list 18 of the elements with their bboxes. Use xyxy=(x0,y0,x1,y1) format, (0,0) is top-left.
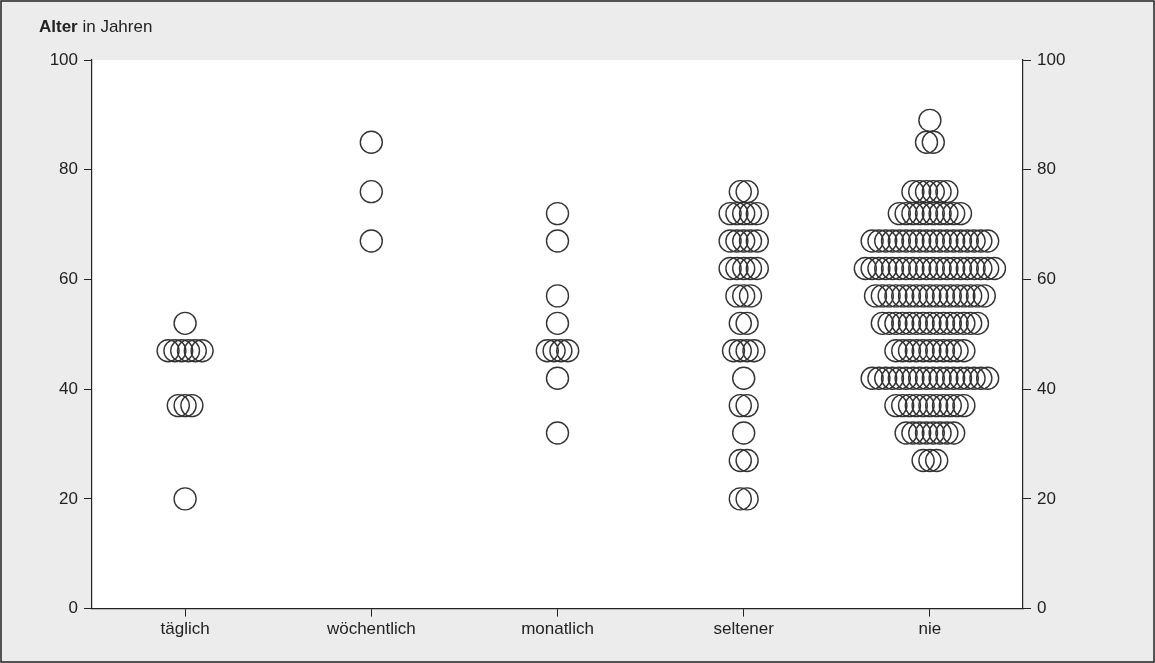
x-tick-label: monatlich xyxy=(521,619,594,639)
y-tick-label: 80 xyxy=(59,159,78,179)
x-tick-label: täglich xyxy=(160,619,210,639)
y2-tick-label: 100 xyxy=(1037,49,1066,69)
y-tick-label: 20 xyxy=(59,488,78,508)
y-tick-label: 40 xyxy=(59,378,78,398)
y-tick-label: 60 xyxy=(59,269,78,289)
y2-tick-label: 40 xyxy=(1037,378,1056,398)
y-axis-title: Alter in Jahren xyxy=(39,17,153,36)
y2-tick-label: 20 xyxy=(1037,488,1056,508)
y-tick-label: 0 xyxy=(68,598,78,618)
x-tick-label: wöchentlich xyxy=(325,619,416,639)
y-tick-label: 100 xyxy=(49,49,78,69)
x-tick-label: seltener xyxy=(713,619,775,639)
y2-tick-label: 80 xyxy=(1037,159,1056,179)
x-tick-label: nie xyxy=(918,619,942,639)
y2-tick-label: 60 xyxy=(1037,269,1056,289)
y2-tick-label: 0 xyxy=(1037,598,1047,618)
